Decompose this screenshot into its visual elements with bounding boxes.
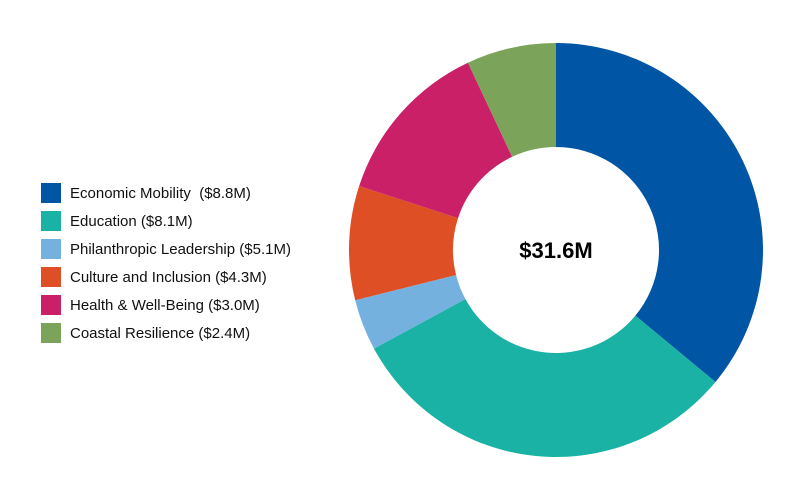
chart-legend: Economic Mobility ($8.8M) Education ($8.…: [41, 181, 291, 349]
donut-center-total: $31.6M: [519, 238, 592, 263]
legend-swatch: [41, 239, 61, 259]
legend-label: Coastal Resilience ($2.4M): [70, 324, 251, 342]
legend-label: Philanthropic Leadership ($5.1M): [70, 240, 291, 258]
legend-swatch: [41, 295, 61, 315]
donut-slice-education: [373, 299, 716, 457]
legend-label: Health & Well-Being ($3.0M): [70, 296, 260, 314]
legend-swatch: [41, 183, 61, 203]
legend-label: Economic Mobility ($8.8M): [70, 184, 251, 202]
donut-slice-health-well-being: [359, 62, 513, 219]
legend-item-coastal-resilience: Coastal Resilience ($2.4M): [41, 321, 291, 345]
legend-swatch: [41, 267, 61, 287]
legend-item-culture-and-inclusion: Culture and Inclusion ($4.3M): [41, 265, 291, 289]
legend-item-health-well-being: Health & Well-Being ($3.0M): [41, 293, 291, 317]
legend-label: Education ($8.1M): [70, 212, 193, 230]
legend-item-education: Education ($8.1M): [41, 209, 291, 233]
donut-slice-coastal-resilience: [467, 43, 556, 157]
donut-slice-philanthropic-leadership: [355, 274, 466, 349]
legend-swatch: [41, 211, 61, 231]
donut-slice-economic-mobility: [556, 43, 763, 382]
legend-label: Culture and Inclusion ($4.3M): [70, 268, 267, 286]
legend-item-philanthropic-leadership: Philanthropic Leadership ($5.1M): [41, 237, 291, 261]
donut-slice-culture-and-inclusion: [349, 186, 459, 301]
donut-slices: [349, 43, 763, 457]
legend-item-economic-mobility: Economic Mobility ($8.8M): [41, 181, 291, 205]
legend-swatch: [41, 323, 61, 343]
